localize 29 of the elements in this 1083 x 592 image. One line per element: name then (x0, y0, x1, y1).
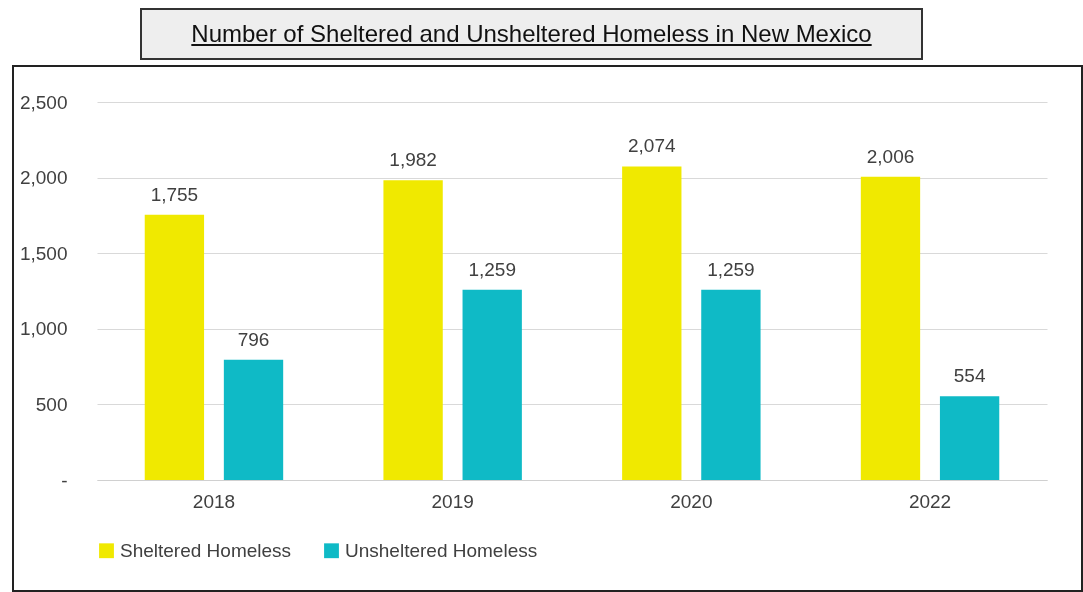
bar (144, 214, 205, 480)
y-tick-label: 1,000 (19, 318, 68, 340)
x-tick-label: 2022 (908, 490, 952, 512)
y-tick-label: 500 (35, 393, 68, 415)
y-tick-label: - (61, 469, 68, 491)
x-tick-label: 2019 (431, 490, 474, 512)
chart-title: Number of Sheltered and Unsheltered Homeless in New Mexico (140, 8, 923, 60)
data-label: 2,074 (628, 135, 676, 157)
bar (701, 289, 761, 480)
data-label: 1,259 (707, 258, 755, 280)
y-tick-label: 1,500 (19, 242, 68, 264)
legend-label: Sheltered Homeless (120, 539, 292, 561)
data-label: 1,982 (389, 149, 437, 171)
data-label: 1,755 (150, 183, 199, 205)
y-tick-label: 2,500 (19, 91, 68, 113)
bar (462, 289, 522, 480)
y-tick-label: 2,000 (19, 167, 68, 189)
legend-label: Unsheltered Homeless (345, 539, 538, 561)
data-label: 2,006 (866, 145, 915, 167)
bar (939, 396, 1000, 480)
x-tick-label: 2020 (670, 490, 713, 512)
data-label: 796 (237, 328, 270, 350)
data-label: 1,259 (468, 258, 516, 280)
data-label: 554 (953, 365, 986, 387)
bar (383, 180, 443, 480)
bar (860, 176, 921, 480)
bar (223, 359, 284, 480)
x-tick-label: 2018 (192, 490, 236, 512)
bar (622, 166, 682, 480)
